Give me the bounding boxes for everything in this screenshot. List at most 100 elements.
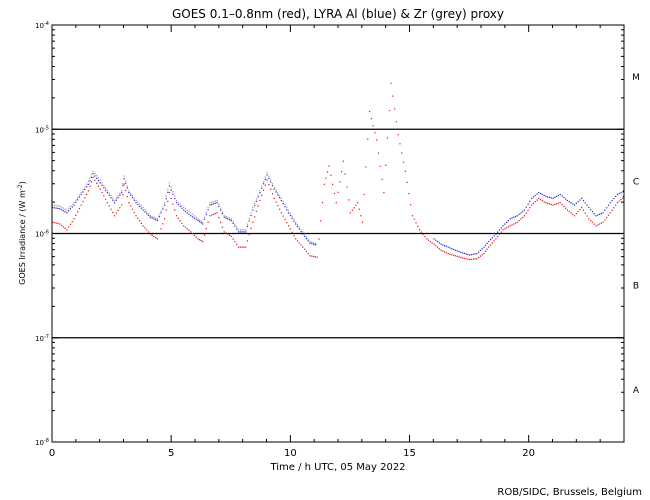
data-point — [62, 210, 64, 212]
data-point — [291, 231, 293, 233]
x-tick-label: 0 — [49, 448, 55, 459]
data-point — [243, 229, 245, 231]
data-point — [287, 209, 290, 211]
data-point — [220, 209, 222, 211]
x-tick-label: 15 — [403, 448, 416, 459]
data-point — [87, 183, 89, 185]
data-point — [156, 219, 159, 222]
data-point — [541, 193, 543, 196]
data-point — [495, 233, 497, 235]
data-point — [618, 192, 620, 195]
data-point — [616, 202, 619, 204]
data-point — [82, 200, 84, 203]
data-point — [565, 207, 567, 209]
data-point — [123, 178, 125, 180]
data-point — [117, 197, 119, 199]
data-point — [293, 235, 295, 237]
data-point — [386, 137, 389, 139]
data-point — [112, 211, 114, 214]
data-point — [572, 213, 574, 215]
data-point — [99, 188, 101, 190]
data-point — [495, 238, 497, 240]
data-point — [307, 238, 309, 240]
x-axis-label: Time / h UTC, 05 May 2022 — [269, 462, 405, 473]
data-point — [117, 195, 119, 197]
data-point — [202, 221, 204, 223]
data-point — [253, 202, 256, 204]
data-point — [550, 197, 552, 199]
data-point — [119, 207, 121, 209]
data-point — [186, 209, 188, 211]
data-point — [253, 205, 256, 207]
data-point — [162, 208, 164, 210]
data-point — [340, 171, 343, 173]
data-point — [261, 194, 263, 196]
data-point — [568, 210, 570, 213]
data-point — [115, 197, 117, 199]
data-point — [110, 197, 112, 199]
data-point — [190, 231, 192, 233]
data-point — [606, 216, 608, 219]
data-point — [57, 222, 59, 225]
flare-class-label: A — [633, 386, 640, 396]
data-point — [520, 212, 522, 214]
y-axis-label: GOES Irradiance / (W m-2) — [17, 181, 27, 285]
data-point — [361, 221, 364, 223]
data-point — [130, 205, 132, 207]
data-point — [181, 205, 183, 207]
data-point — [367, 138, 369, 140]
data-point — [497, 231, 499, 233]
data-point — [68, 226, 70, 228]
data-point — [131, 195, 134, 197]
data-point — [604, 209, 606, 211]
data-point — [164, 218, 166, 220]
data-point — [228, 234, 231, 236]
data-point — [248, 234, 250, 236]
data-point — [243, 246, 245, 248]
data-point — [518, 220, 520, 222]
data-point — [609, 202, 611, 204]
data-point — [106, 192, 109, 194]
data-point — [604, 219, 606, 221]
data-point — [280, 197, 282, 200]
data-point — [262, 181, 265, 183]
data-point — [255, 200, 257, 202]
data-point — [94, 175, 96, 177]
data-point — [314, 256, 316, 258]
data-point — [214, 212, 216, 215]
data-point — [174, 209, 176, 211]
data-point — [365, 166, 367, 168]
data-point — [454, 255, 456, 257]
data-point — [491, 242, 493, 244]
data-point — [277, 205, 279, 207]
data-point — [225, 217, 227, 219]
data-point — [137, 201, 139, 203]
data-point — [469, 258, 471, 261]
data-point — [511, 217, 513, 219]
data-point — [257, 196, 259, 198]
data-point — [620, 192, 622, 194]
data-point — [305, 250, 308, 253]
data-point — [279, 195, 281, 197]
data-point — [586, 215, 588, 217]
data-point — [126, 185, 128, 187]
data-point — [588, 206, 590, 209]
data-point — [597, 224, 599, 226]
data-point — [149, 233, 151, 235]
data-point — [66, 209, 68, 211]
data-point — [470, 254, 473, 256]
data-point — [500, 227, 502, 229]
data-point — [57, 207, 59, 210]
data-point — [211, 214, 213, 216]
data-point — [121, 192, 123, 194]
data-point — [82, 189, 84, 191]
data-point — [85, 186, 88, 188]
data-point — [264, 176, 266, 178]
data-point — [295, 223, 297, 225]
data-point — [422, 233, 424, 235]
data-point — [195, 216, 197, 218]
data-point — [442, 250, 444, 252]
data-point — [167, 200, 169, 202]
data-point — [203, 218, 206, 220]
